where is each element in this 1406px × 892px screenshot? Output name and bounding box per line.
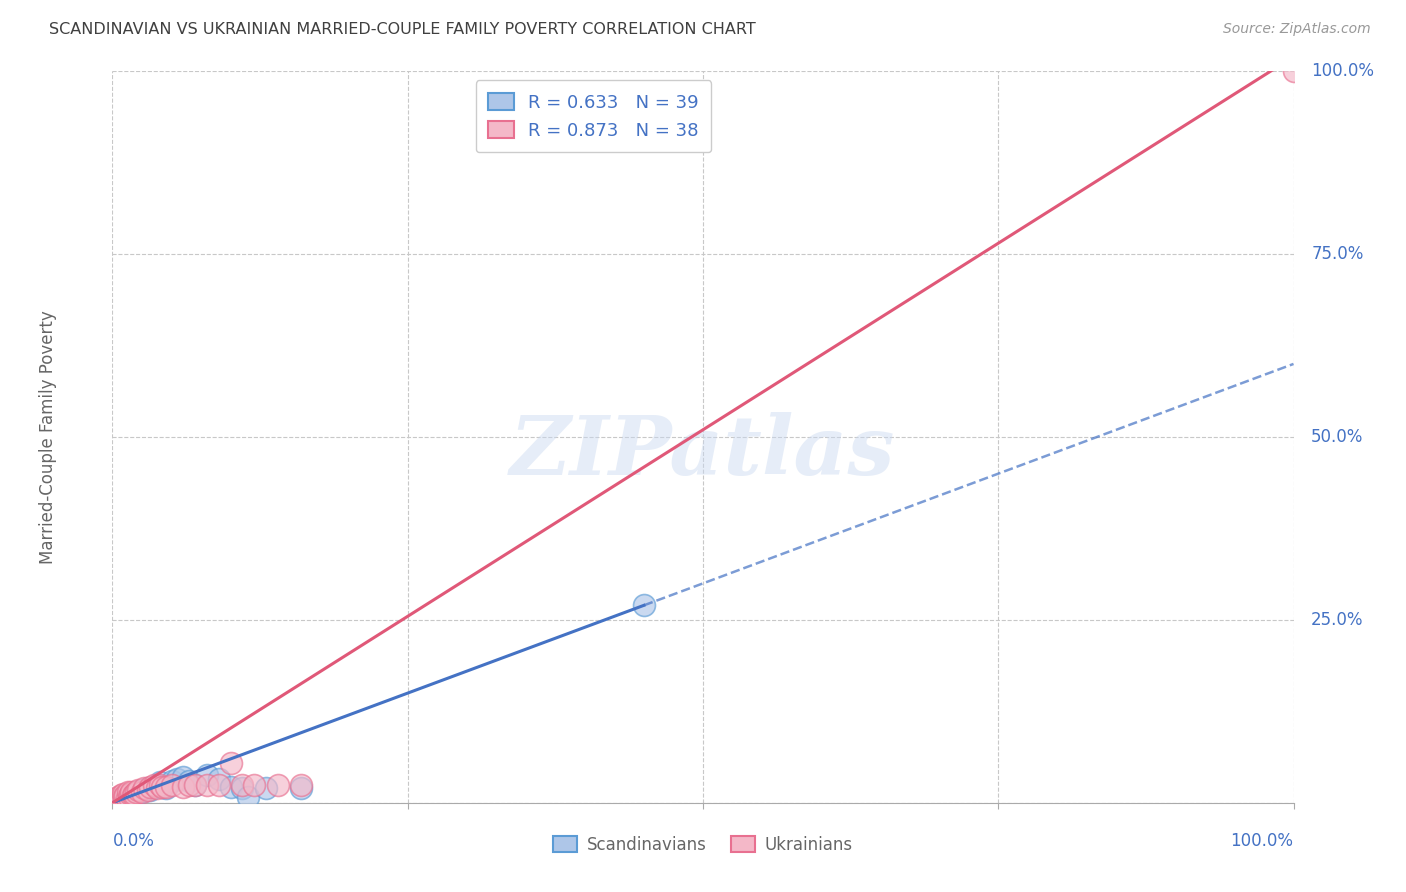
- Point: [267, 777, 290, 792]
- Point: [115, 791, 138, 805]
- Point: [134, 784, 156, 798]
- Point: [105, 794, 128, 808]
- Point: [111, 794, 134, 808]
- Point: [134, 781, 156, 796]
- Point: [155, 780, 177, 794]
- Point: [127, 782, 149, 797]
- Point: [1282, 64, 1305, 78]
- Point: [290, 777, 312, 792]
- Point: [112, 792, 135, 806]
- Point: [150, 780, 173, 794]
- Point: [110, 789, 132, 803]
- Point: [114, 789, 136, 804]
- Point: [149, 775, 172, 789]
- Point: [184, 777, 207, 792]
- Point: [184, 777, 207, 792]
- Text: ZIPatlas: ZIPatlas: [510, 412, 896, 491]
- Point: [118, 789, 141, 804]
- Point: [254, 781, 277, 796]
- Point: [139, 782, 162, 797]
- Point: [112, 789, 135, 804]
- Point: [139, 780, 162, 794]
- Point: [172, 770, 194, 784]
- Point: [131, 782, 153, 797]
- Point: [149, 777, 172, 792]
- Legend: Scandinavians, Ukrainians: Scandinavians, Ukrainians: [547, 829, 859, 860]
- Text: 100.0%: 100.0%: [1312, 62, 1374, 80]
- Point: [108, 793, 131, 807]
- Point: [142, 780, 165, 794]
- Point: [179, 773, 201, 788]
- Point: [115, 791, 138, 805]
- Point: [107, 789, 129, 804]
- Text: Source: ZipAtlas.com: Source: ZipAtlas.com: [1223, 22, 1371, 37]
- Point: [112, 787, 135, 801]
- Point: [231, 781, 253, 796]
- Point: [179, 777, 201, 792]
- Point: [110, 791, 132, 805]
- Point: [125, 785, 148, 799]
- Point: [290, 781, 312, 796]
- Point: [107, 792, 129, 806]
- Point: [122, 787, 145, 801]
- Point: [160, 773, 183, 788]
- Text: Married-Couple Family Poverty: Married-Couple Family Poverty: [38, 310, 56, 564]
- Point: [131, 785, 153, 799]
- Point: [166, 772, 188, 786]
- Point: [114, 789, 136, 803]
- Point: [127, 786, 149, 800]
- Text: 100.0%: 100.0%: [1230, 832, 1294, 850]
- Point: [117, 785, 139, 799]
- Text: 0.0%: 0.0%: [112, 832, 155, 850]
- Text: 25.0%: 25.0%: [1312, 611, 1364, 629]
- Point: [121, 790, 143, 805]
- Point: [111, 790, 134, 805]
- Text: SCANDINAVIAN VS UKRAINIAN MARRIED-COUPLE FAMILY POVERTY CORRELATION CHART: SCANDINAVIAN VS UKRAINIAN MARRIED-COUPLE…: [49, 22, 756, 37]
- Point: [195, 777, 218, 792]
- Text: 50.0%: 50.0%: [1312, 428, 1364, 446]
- Point: [121, 789, 143, 803]
- Point: [146, 777, 169, 792]
- Point: [136, 781, 159, 796]
- Point: [142, 777, 165, 792]
- Point: [172, 780, 194, 794]
- Point: [120, 785, 142, 799]
- Point: [117, 789, 139, 803]
- Point: [146, 781, 169, 796]
- Point: [160, 777, 183, 792]
- Point: [219, 756, 242, 770]
- Point: [125, 785, 148, 799]
- Point: [150, 780, 173, 794]
- Point: [136, 782, 159, 797]
- Point: [243, 777, 266, 792]
- Point: [120, 789, 142, 804]
- Point: [208, 772, 231, 786]
- Point: [118, 789, 141, 804]
- Point: [219, 780, 242, 794]
- Point: [105, 794, 128, 808]
- Point: [120, 789, 142, 803]
- Point: [195, 768, 218, 782]
- Point: [208, 777, 231, 792]
- Point: [231, 777, 253, 792]
- Point: [108, 792, 131, 806]
- Point: [120, 787, 142, 801]
- Point: [112, 790, 135, 805]
- Point: [122, 787, 145, 801]
- Text: 75.0%: 75.0%: [1312, 245, 1364, 263]
- Point: [633, 599, 655, 613]
- Point: [155, 781, 177, 796]
- Point: [238, 789, 260, 804]
